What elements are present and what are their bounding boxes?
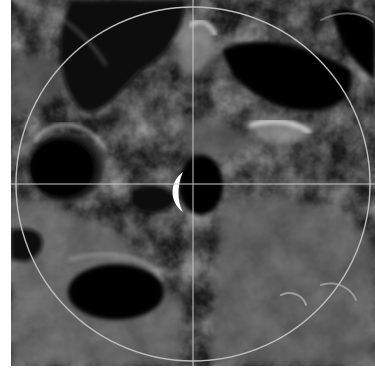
shadowed-craters: [11, 0, 375, 320]
reticle-overlay: [11, 0, 375, 366]
crater-rims: [33, 9, 374, 306]
lunar-terrain-svg: [11, 0, 375, 366]
lunar-surface-image: [11, 0, 375, 366]
central-crescent-highlight: [172, 172, 183, 212]
